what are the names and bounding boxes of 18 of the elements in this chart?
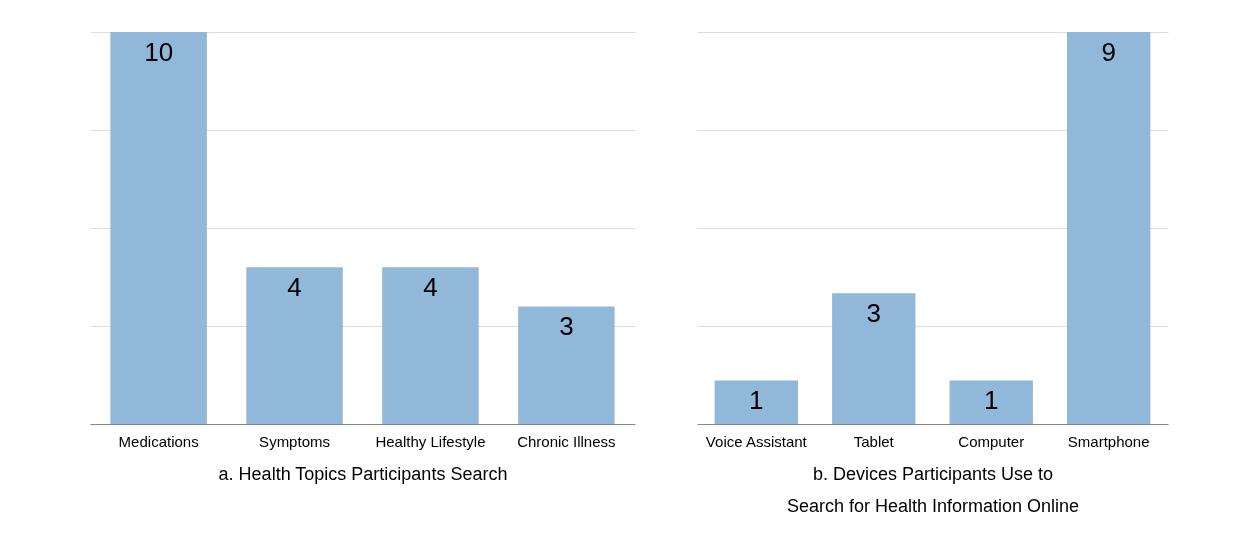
x-axis-title: b. Devices Participants Use to Search for Health Information Online xyxy=(786,463,1080,516)
data-label: 10 xyxy=(144,37,174,67)
data-label: 3 xyxy=(866,298,882,329)
data-label: 1 xyxy=(749,385,764,416)
data-label: 9 xyxy=(1101,37,1116,67)
x-tick-label: Healthy Lifestyle xyxy=(375,432,486,450)
data-label: 1 xyxy=(983,385,999,416)
x-tick-label: Voice Assistant xyxy=(705,432,808,450)
x-tick-label: Smartphone xyxy=(1067,432,1150,450)
x-tick-label: Symptoms xyxy=(259,432,330,450)
x-tick-label: Tablet xyxy=(853,432,895,450)
x-tick-label: Chronic Illness xyxy=(517,432,616,450)
x-tick-label: Computer xyxy=(958,432,1025,450)
data-label: 4 xyxy=(287,272,302,303)
x-tick-label: Medications xyxy=(118,432,199,450)
x-axis-title: a. Health Topics Participants Search xyxy=(218,463,508,484)
data-label: 4 xyxy=(423,272,438,303)
data-label: 3 xyxy=(559,311,574,342)
